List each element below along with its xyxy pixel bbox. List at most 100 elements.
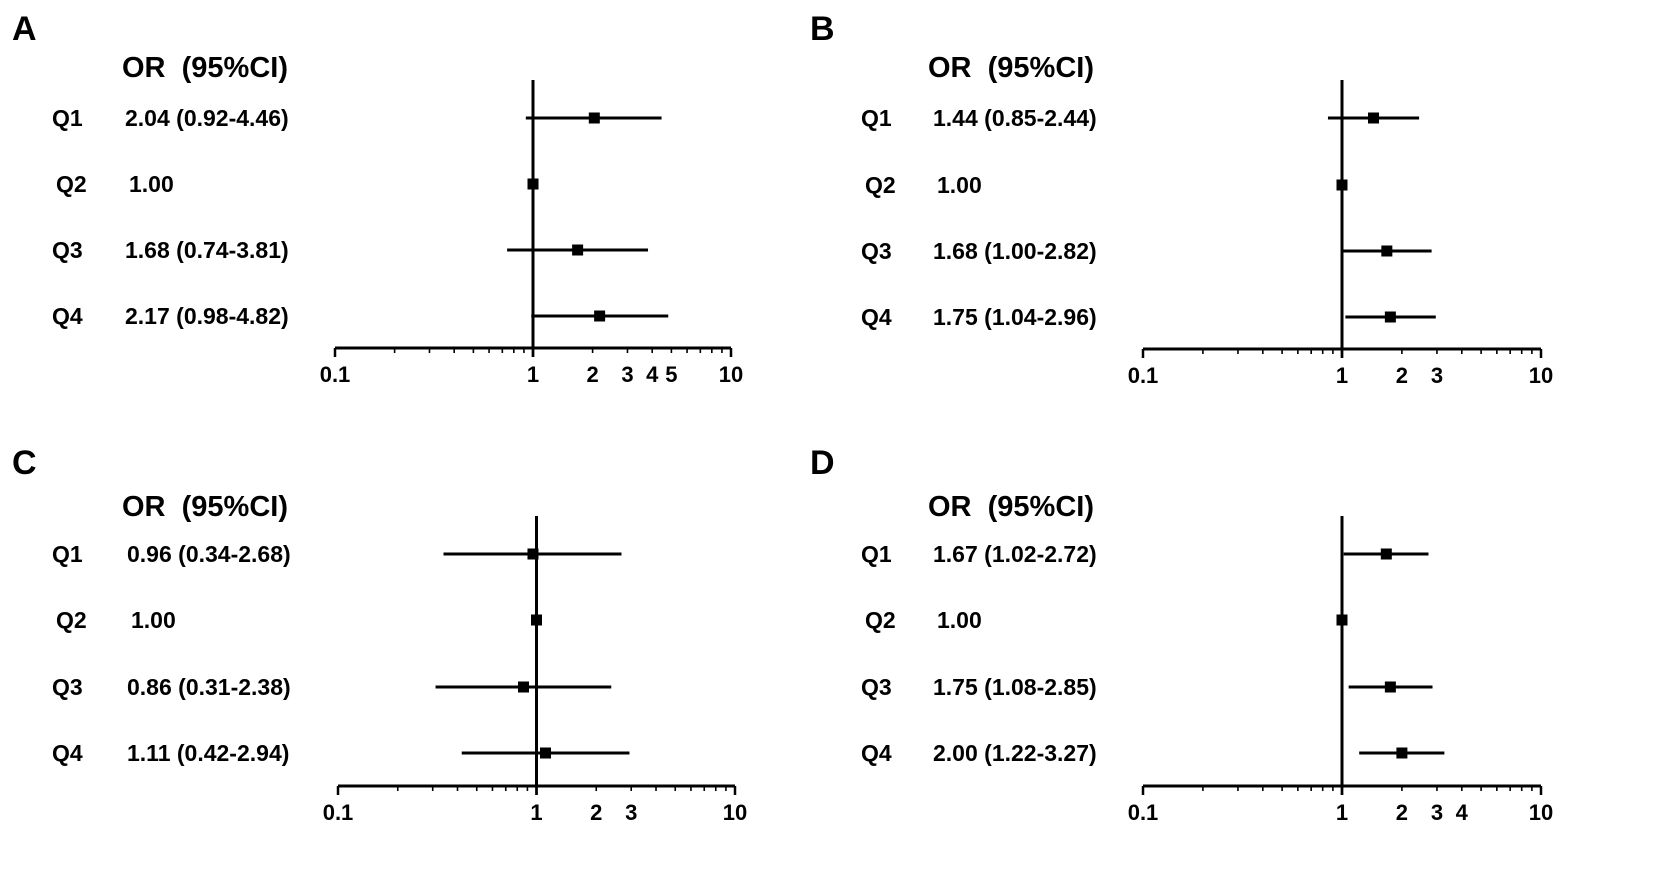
row-or-ci: 2.00 (1.22-3.27) xyxy=(933,740,1097,766)
panel-c: C OR (95%CI) 0.1 1 2 3 10 Q1 0.96 (0.34-2.68) Q2 1… xyxy=(12,444,747,825)
row-or-ci: 1.68 (1.00-2.82) xyxy=(933,238,1097,264)
x-tick-label: 3 xyxy=(621,362,633,387)
panel-letter: D xyxy=(810,444,835,482)
row-label: Q4 xyxy=(52,303,83,329)
or-point-marker xyxy=(527,548,539,560)
or-point-marker xyxy=(1381,245,1393,257)
x-tick-label: 1 xyxy=(530,800,542,825)
row-label: Q3 xyxy=(52,237,83,263)
x-tick-label: 0.1 xyxy=(1128,800,1159,825)
or-point-marker xyxy=(1396,747,1408,759)
x-tick-label: 10 xyxy=(719,362,743,387)
x-tick-label: 0.1 xyxy=(323,800,354,825)
row-label: Q2 xyxy=(865,172,896,198)
row-label: Q1 xyxy=(52,541,83,567)
x-tick-label: 3 xyxy=(625,800,637,825)
row-label: Q2 xyxy=(865,607,896,633)
x-tick-label: 4 xyxy=(646,362,659,387)
panel-letter: A xyxy=(12,10,37,48)
row-or-ci: 1.75 (1.08-2.85) xyxy=(933,674,1097,700)
or-point-marker xyxy=(572,244,584,256)
panel-letter: B xyxy=(810,10,835,48)
or-point-marker xyxy=(1336,179,1348,191)
forest-row: Q2 1.00 xyxy=(865,172,1348,198)
forest-row: Q4 1.75 (1.04-2.96) xyxy=(861,304,1436,330)
x-tick-label: 2 xyxy=(1396,363,1408,388)
x-tick-label: 3 xyxy=(1431,363,1443,388)
forest-row: Q4 2.00 (1.22-3.27) xyxy=(861,740,1445,766)
row-label: Q4 xyxy=(861,304,892,330)
row-label: Q4 xyxy=(861,740,892,766)
row-or-ci: 1.67 (1.02-2.72) xyxy=(933,541,1097,567)
x-tick-label: 1 xyxy=(1336,800,1348,825)
or-point-marker xyxy=(1384,681,1396,693)
forest-row: Q2 1.00 xyxy=(865,607,1348,633)
x-tick-label: 2 xyxy=(590,800,602,825)
row-or-ci: 2.04 (0.92-4.46) xyxy=(125,105,289,131)
or-point-marker xyxy=(1368,112,1380,124)
or-point-marker xyxy=(539,747,551,759)
forest-row: Q2 1.00 xyxy=(56,607,542,633)
panel-d: D OR (95%CI) 0.1 1 2 3 4 10 Q1 1.67 (1.02-2.72) Q2… xyxy=(810,444,1553,825)
row-or-ci: 2.17 (0.98-4.82) xyxy=(125,303,289,329)
x-tick-label: 0.1 xyxy=(320,362,351,387)
or-point-marker xyxy=(1380,548,1392,560)
forest-row: Q4 1.11 (0.42-2.94) xyxy=(52,740,630,766)
row-label: Q3 xyxy=(52,674,83,700)
column-header: OR (95%CI) xyxy=(122,491,288,523)
x-tick-label: 2 xyxy=(1396,800,1408,825)
forest-row: Q1 2.04 (0.92-4.46) xyxy=(52,105,662,131)
row-or-ci: 1.00 xyxy=(937,172,982,198)
row-label: Q1 xyxy=(52,105,83,131)
column-header: OR (95%CI) xyxy=(928,491,1094,523)
row-or-ci: 1.44 (0.85-2.44) xyxy=(933,105,1097,131)
column-header: OR (95%CI) xyxy=(928,52,1094,84)
x-tick-label: 10 xyxy=(1529,800,1553,825)
forest-row: Q1 0.96 (0.34-2.68) xyxy=(52,541,622,567)
row-or-ci: 0.96 (0.34-2.68) xyxy=(127,541,291,567)
forest-row: Q2 1.00 xyxy=(56,171,539,197)
row-label: Q1 xyxy=(861,105,892,131)
row-or-ci: 1.75 (1.04-2.96) xyxy=(933,304,1097,330)
row-label: Q2 xyxy=(56,171,87,197)
forest-row: Q3 0.86 (0.31-2.38) xyxy=(52,674,612,700)
row-label: Q3 xyxy=(861,674,892,700)
or-point-marker xyxy=(531,614,542,626)
forest-row: Q3 1.68 (0.74-3.81) xyxy=(52,237,649,263)
forest-row: Q1 1.67 (1.02-2.72) xyxy=(861,541,1429,567)
panel-b: B OR (95%CI) 0.1 1 2 3 10 Q1 1.44 (0.85-2.44) Q2 1… xyxy=(810,10,1553,388)
row-or-ci: 1.00 xyxy=(937,607,982,633)
row-or-ci: 0.86 (0.31-2.38) xyxy=(127,674,291,700)
or-point-marker xyxy=(1336,614,1348,626)
x-tick-label: 2 xyxy=(586,362,598,387)
forest-row: Q1 1.44 (0.85-2.44) xyxy=(861,105,1420,131)
or-point-marker xyxy=(517,681,529,693)
x-tick-label: 1 xyxy=(527,362,539,387)
row-or-ci: 1.68 (0.74-3.81) xyxy=(125,237,289,263)
row-label: Q1 xyxy=(861,541,892,567)
row-or-ci: 1.00 xyxy=(131,607,176,633)
forest-row: Q3 1.75 (1.08-2.85) xyxy=(861,674,1433,700)
forest-row: Q3 1.68 (1.00-2.82) xyxy=(861,238,1432,264)
row-label: Q4 xyxy=(52,740,83,766)
column-header: OR (95%CI) xyxy=(122,52,288,84)
or-point-marker xyxy=(527,178,539,190)
x-tick-label: 0.1 xyxy=(1128,363,1159,388)
panel-letter: C xyxy=(12,444,37,482)
x-tick-label: 10 xyxy=(723,800,747,825)
x-tick-label: 1 xyxy=(1336,363,1348,388)
row-label: Q3 xyxy=(861,238,892,264)
x-tick-label: 10 xyxy=(1529,363,1553,388)
x-tick-label: 3 xyxy=(1431,800,1443,825)
row-or-ci: 1.00 xyxy=(129,171,174,197)
x-tick-label: 5 xyxy=(665,362,677,387)
or-point-marker xyxy=(1384,311,1396,323)
row-or-ci: 1.11 (0.42-2.94) xyxy=(127,740,289,766)
x-tick-label: 4 xyxy=(1456,800,1469,825)
row-label: Q2 xyxy=(56,607,87,633)
or-point-marker xyxy=(588,112,600,124)
forest-row: Q4 2.17 (0.98-4.82) xyxy=(52,303,669,329)
or-point-marker xyxy=(594,310,606,322)
